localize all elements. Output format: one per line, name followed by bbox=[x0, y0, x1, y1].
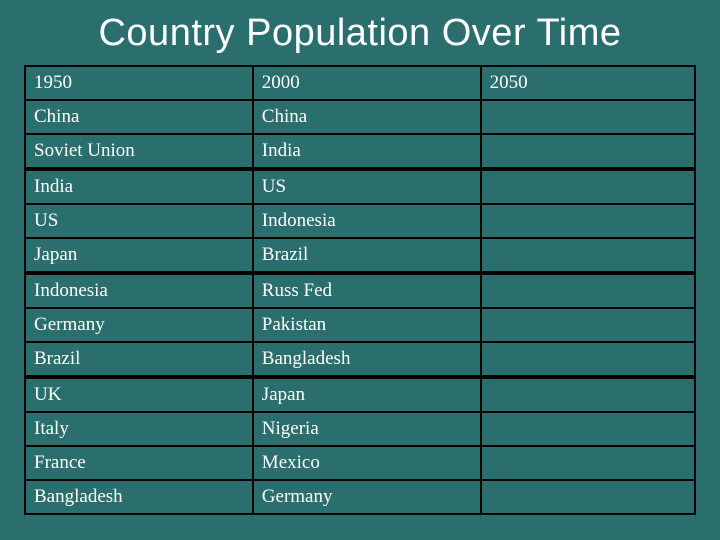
table-cell: Japan bbox=[25, 238, 253, 273]
table-cell bbox=[481, 169, 695, 204]
table-cell: Italy bbox=[25, 412, 253, 446]
table-cell: Bangladesh bbox=[25, 480, 253, 514]
table-cell bbox=[481, 100, 695, 134]
table-row: Indonesia Russ Fed bbox=[25, 273, 695, 308]
table-cell: Soviet Union bbox=[25, 134, 253, 169]
table-cell: Indonesia bbox=[25, 273, 253, 308]
table-cell bbox=[481, 134, 695, 169]
table-row: France Mexico bbox=[25, 446, 695, 480]
table-cell: Nigeria bbox=[253, 412, 481, 446]
table-cell: Germany bbox=[253, 480, 481, 514]
table-cell: Pakistan bbox=[253, 308, 481, 342]
table-cell: Japan bbox=[253, 377, 481, 412]
table-row: Brazil Bangladesh bbox=[25, 342, 695, 377]
table-cell: Bangladesh bbox=[253, 342, 481, 377]
table-cell: India bbox=[25, 169, 253, 204]
table-row: US Indonesia bbox=[25, 204, 695, 238]
table-cell bbox=[481, 412, 695, 446]
table-cell: US bbox=[25, 204, 253, 238]
table-cell: 1950 bbox=[25, 66, 253, 100]
table-cell: UK bbox=[25, 377, 253, 412]
table-cell bbox=[481, 446, 695, 480]
slide: Country Population Over Time 1950 2000 2… bbox=[0, 0, 720, 540]
table-cell bbox=[481, 342, 695, 377]
table-row: 1950 2000 2050 bbox=[25, 66, 695, 100]
table-row: India US bbox=[25, 169, 695, 204]
population-table: 1950 2000 2050 China China Soviet Union … bbox=[24, 65, 696, 515]
table-cell bbox=[481, 238, 695, 273]
table-cell: Mexico bbox=[253, 446, 481, 480]
table-cell: India bbox=[253, 134, 481, 169]
table-cell: Indonesia bbox=[253, 204, 481, 238]
table-cell: China bbox=[25, 100, 253, 134]
table-cell: France bbox=[25, 446, 253, 480]
table-row: Italy Nigeria bbox=[25, 412, 695, 446]
table-row: Soviet Union India bbox=[25, 134, 695, 169]
table-cell: US bbox=[253, 169, 481, 204]
slide-title: Country Population Over Time bbox=[24, 12, 696, 55]
table-cell bbox=[481, 308, 695, 342]
table-cell: China bbox=[253, 100, 481, 134]
table-cell bbox=[481, 204, 695, 238]
table-cell bbox=[481, 273, 695, 308]
table-cell: Russ Fed bbox=[253, 273, 481, 308]
table-row: Japan Brazil bbox=[25, 238, 695, 273]
table-row: Bangladesh Germany bbox=[25, 480, 695, 514]
table-cell: Brazil bbox=[253, 238, 481, 273]
table-row: UK Japan bbox=[25, 377, 695, 412]
table-cell: Brazil bbox=[25, 342, 253, 377]
table-cell: Germany bbox=[25, 308, 253, 342]
table-cell: 2050 bbox=[481, 66, 695, 100]
table-cell: 2000 bbox=[253, 66, 481, 100]
table-row: China China bbox=[25, 100, 695, 134]
table-cell bbox=[481, 377, 695, 412]
table-row: Germany Pakistan bbox=[25, 308, 695, 342]
table-cell bbox=[481, 480, 695, 514]
